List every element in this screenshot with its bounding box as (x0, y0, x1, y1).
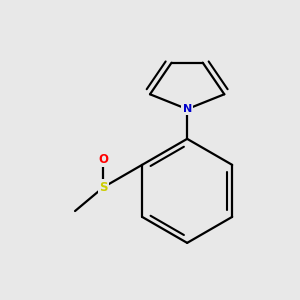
Text: N: N (182, 104, 192, 114)
Text: S: S (99, 181, 108, 194)
Text: O: O (98, 153, 109, 166)
